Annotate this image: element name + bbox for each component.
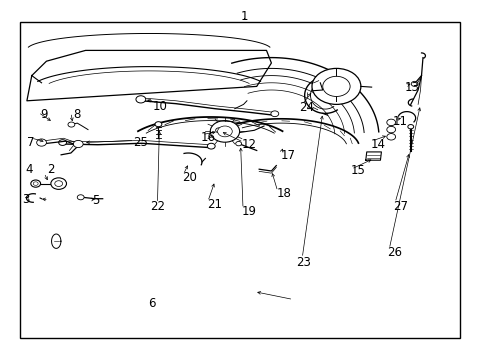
Circle shape — [33, 182, 38, 185]
Text: 14: 14 — [370, 138, 385, 150]
Circle shape — [217, 126, 232, 137]
Circle shape — [386, 119, 395, 126]
Text: 5: 5 — [91, 194, 99, 207]
Circle shape — [73, 140, 83, 148]
Circle shape — [207, 143, 215, 149]
Text: 8: 8 — [73, 108, 81, 121]
Text: 11: 11 — [392, 115, 407, 128]
Text: 15: 15 — [350, 164, 365, 177]
Text: 1: 1 — [240, 10, 248, 23]
Circle shape — [77, 195, 84, 200]
Circle shape — [59, 140, 66, 145]
Text: 23: 23 — [295, 256, 310, 269]
Circle shape — [55, 181, 62, 186]
Text: 16: 16 — [200, 131, 215, 144]
Circle shape — [386, 134, 395, 140]
Text: 17: 17 — [281, 149, 295, 162]
Text: 19: 19 — [242, 205, 256, 218]
Text: 13: 13 — [404, 81, 419, 94]
Circle shape — [155, 122, 162, 127]
Text: 18: 18 — [276, 187, 290, 200]
Circle shape — [270, 111, 278, 117]
Polygon shape — [27, 50, 271, 101]
Text: 12: 12 — [242, 138, 256, 151]
Circle shape — [322, 76, 349, 96]
Text: 6: 6 — [147, 297, 155, 310]
Circle shape — [311, 68, 360, 104]
Circle shape — [210, 121, 239, 142]
Text: 10: 10 — [153, 100, 167, 113]
Circle shape — [31, 180, 41, 187]
Text: 26: 26 — [387, 246, 402, 259]
Circle shape — [386, 126, 395, 133]
Text: 24: 24 — [299, 101, 314, 114]
Circle shape — [407, 125, 413, 129]
Text: 3: 3 — [22, 193, 30, 206]
Text: 9: 9 — [40, 108, 48, 121]
Circle shape — [51, 178, 66, 189]
Text: 4: 4 — [25, 163, 33, 176]
Circle shape — [68, 122, 75, 127]
Text: 2: 2 — [47, 163, 55, 176]
Text: 27: 27 — [393, 200, 407, 213]
Circle shape — [136, 96, 145, 103]
Text: 7: 7 — [27, 136, 35, 149]
Text: 20: 20 — [182, 171, 197, 184]
Polygon shape — [365, 152, 381, 160]
Bar — [20, 22, 459, 338]
Circle shape — [37, 139, 46, 146]
Text: 22: 22 — [150, 200, 164, 213]
Circle shape — [235, 141, 241, 146]
Text: 25: 25 — [133, 136, 148, 149]
Circle shape — [410, 81, 417, 86]
Text: 21: 21 — [206, 198, 221, 211]
Circle shape — [215, 128, 222, 133]
